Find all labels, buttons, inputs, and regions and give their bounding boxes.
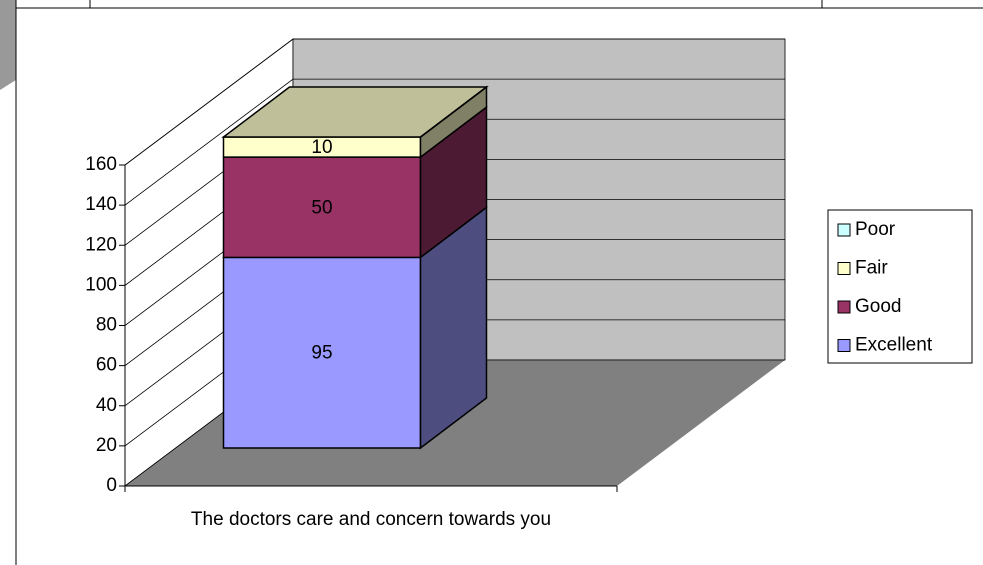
bar-side [420,86,487,138]
y-tick-label: 120 [85,234,117,255]
y-tick-label: 100 [85,274,117,295]
value-label: 50 [311,197,332,218]
y-tick-label: 40 [96,395,117,416]
value-label: 10 [311,137,332,158]
value-label: 95 [311,343,332,364]
corner-shape [0,0,16,90]
y-tick-label: 0 [106,475,117,496]
plot-area: 0 20 40 60 80 100 120 140 160 The doctors care an… [85,38,786,530]
legend-label: Excellent [855,335,933,356]
y-tick-label: 160 [85,154,117,175]
legend-label: Poor [855,219,896,240]
y-tick-label: 140 [85,194,117,215]
legend-label: Good [855,296,901,317]
legend-swatch [837,262,851,275]
y-tick-label: 60 [96,355,117,376]
y-tick-label: 20 [96,435,117,456]
y-tick-label: 80 [96,315,117,336]
grid-line [124,38,785,166]
x-tick-label: The doctors care and concern towards you [191,509,551,530]
legend-swatch [837,223,851,237]
legend-swatch [837,339,851,352]
legend-box [827,209,973,364]
bar-front [222,156,422,259]
bar-front [222,256,422,449]
legend-label: Fair [855,258,888,279]
legend-swatch [837,300,851,314]
grid-line [124,78,785,206]
